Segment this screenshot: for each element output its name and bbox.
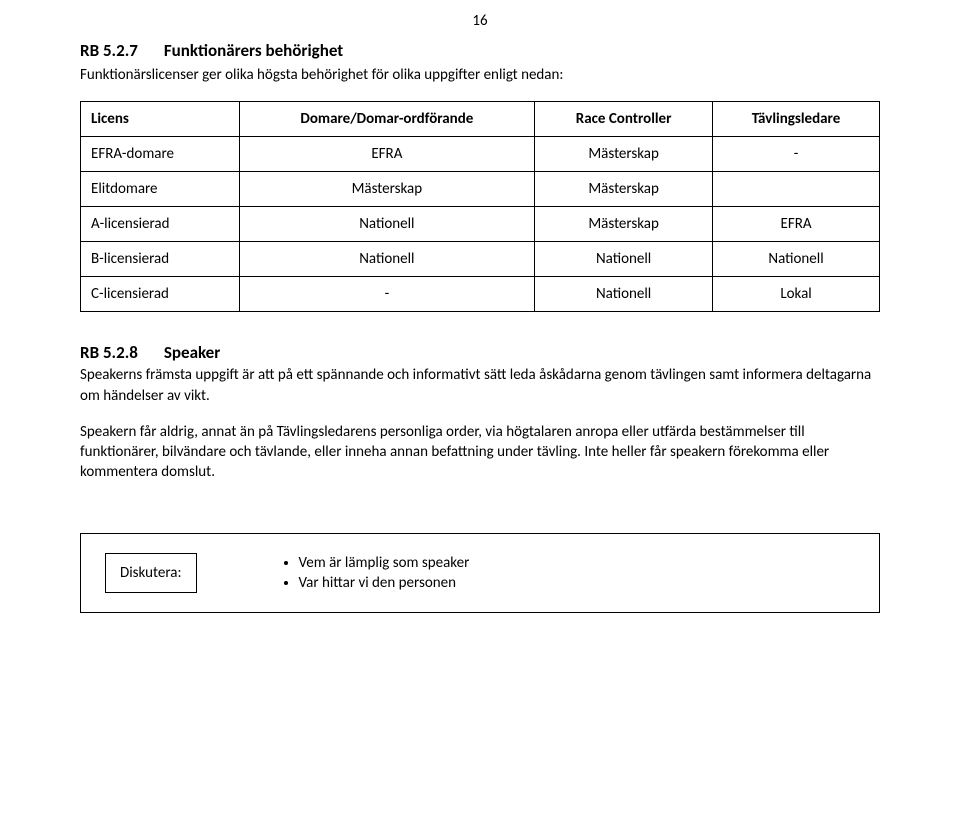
table-row: C-licensierad - Nationell Lokal [81,277,880,312]
table-cell: EFRA-domare [81,137,240,172]
section-1-heading: RB 5.2.7 Funktionärers behörighet [80,40,880,61]
table-cell: Nationell [239,242,535,277]
section-1-intro: Funktionärslicenser ger olika högsta beh… [80,65,880,85]
discuss-bullet-list: Vem är lämplig som speaker Var hittar vi… [277,552,470,594]
table-row: Elitdomare Mästerskap Mästerskap [81,172,880,207]
section-1-title: Funktionärers behörighet [164,40,343,61]
table-header-cell: Domare/Domar-ordförande [239,102,535,137]
table-header-row: Licens Domare/Domar-ordförande Race Cont… [81,102,880,137]
page-number: 16 [472,12,487,30]
table-row: A-licensierad Nationell Mästerskap EFRA [81,207,880,242]
table-cell: Mästerskap [239,172,535,207]
table-cell: - [239,277,535,312]
discuss-box: Diskutera: Vem är lämplig som speaker Va… [80,533,880,613]
table-cell: Mästerskap [535,172,713,207]
discuss-bullet: Vem är lämplig som speaker [299,554,470,572]
section-2-code: RB 5.2.8 [80,342,138,363]
discuss-label: Diskutera: [105,553,197,593]
section-2-para-1: Speakerns främsta uppgift är att på ett … [80,365,880,406]
document-page: 16 RB 5.2.7 Funktionärers behörighet Fun… [0,0,960,817]
table-cell: Nationell [535,277,713,312]
table-cell: EFRA [239,137,535,172]
table-row: B-licensierad Nationell Nationell Nation… [81,242,880,277]
table-cell: A-licensierad [81,207,240,242]
table-cell: Nationell [535,242,713,277]
table-cell: Nationell [713,242,880,277]
table-cell: B-licensierad [81,242,240,277]
section-2-title: Speaker [164,342,220,363]
table-cell: EFRA [713,207,880,242]
discuss-bullet: Var hittar vi den personen [299,574,470,592]
table-cell: - [713,137,880,172]
section-1-code: RB 5.2.7 [80,40,138,61]
section-2-heading: RB 5.2.8 Speaker [80,342,880,363]
section-2-para-2: Speakern får aldrig, annat än på Tävling… [80,422,880,483]
table-cell: C-licensierad [81,277,240,312]
rights-table: Licens Domare/Domar-ordförande Race Cont… [80,101,880,312]
table-header-cell: Race Controller [535,102,713,137]
table-header-cell: Tävlingsledare [713,102,880,137]
table-row: EFRA-domare EFRA Mästerskap - [81,137,880,172]
table-header-cell: Licens [81,102,240,137]
table-cell: Mästerskap [535,207,713,242]
table-cell: Nationell [239,207,535,242]
table-cell: Lokal [713,277,880,312]
table-cell [713,172,880,207]
table-cell: Elitdomare [81,172,240,207]
table-cell: Mästerskap [535,137,713,172]
